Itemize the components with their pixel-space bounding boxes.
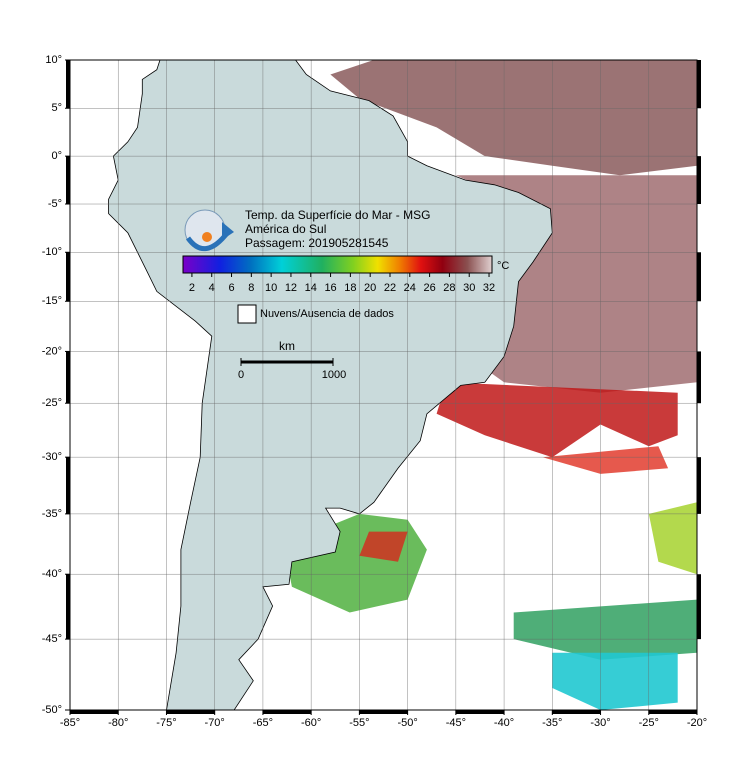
colorbar-tick-label: 8: [248, 282, 254, 294]
colorbar-tick-label: 6: [228, 282, 234, 294]
lon-tick-label: -35°: [542, 717, 562, 729]
frame-segment: [66, 457, 70, 514]
lon-tick-label: -75°: [156, 717, 176, 729]
lat-tick-label: -20°: [42, 345, 62, 357]
lat-tick-label: -50°: [42, 704, 62, 716]
scale-unit: km: [279, 339, 295, 353]
colorbar-tick-label: 18: [344, 282, 356, 294]
colorbar-ticks: 2 4 6 8 10 12 14 16 18 20 22 24 26 28 30 32: [189, 273, 495, 294]
legend-label: Nuvens/Ausencia de dados: [260, 308, 394, 320]
lat-tick-label: -45°: [42, 633, 62, 645]
scale-label: 0: [238, 369, 244, 381]
frame-segment: [697, 156, 701, 205]
colorbar-tick-label: 14: [305, 282, 317, 294]
lon-tick-label: -40°: [494, 717, 514, 729]
sst-patch: [648, 502, 697, 575]
map-area: [70, 60, 697, 710]
title-line: América do Sul: [245, 222, 326, 236]
frame-segment: [66, 351, 70, 404]
colorbar-tick-label: 24: [404, 282, 416, 294]
sst-patch: [455, 175, 697, 393]
colorbar-tick-label: 32: [483, 282, 495, 294]
frame-segment: [697, 252, 701, 302]
lon-tick-label: -25°: [639, 717, 659, 729]
scale-label: 1000: [322, 369, 346, 381]
frame-segment: [697, 351, 701, 404]
lon-tick-label: -20°: [687, 717, 707, 729]
colorbar-unit: °C: [497, 260, 509, 272]
frame-segment: [648, 710, 697, 714]
lon-tick-label: -80°: [108, 717, 128, 729]
lon-tick-label: -70°: [205, 717, 225, 729]
frame-segment: [697, 574, 701, 640]
lon-tick-label: -55°: [349, 717, 369, 729]
lon-tick-label: -50°: [397, 717, 417, 729]
lat-tick-label: 10°: [45, 54, 62, 66]
frame-border: [69, 59, 698, 711]
sst-patch: [359, 531, 408, 562]
sst-patch: [513, 599, 697, 660]
lon-tick-label: -45°: [446, 717, 466, 729]
colorbar-tick-label: 10: [265, 282, 277, 294]
lat-tick-label: -15°: [42, 295, 62, 307]
colorbar-tick-label: 20: [364, 282, 376, 294]
sst-patch: [330, 60, 697, 176]
colorbar-tick-label: 2: [189, 282, 195, 294]
lat-tick-label: 0°: [51, 150, 62, 162]
colorbar-tick-label: 16: [324, 282, 336, 294]
frame-segment: [455, 710, 505, 714]
lon-tick-label: -85°: [60, 717, 80, 729]
lon-tick-label: -60°: [301, 717, 321, 729]
frame-segment: [66, 574, 70, 640]
sst-patch: [436, 382, 678, 458]
colorbar-tick-label: 22: [384, 282, 396, 294]
frame-segment: [66, 156, 70, 205]
lat-tick-label: -5°: [48, 198, 62, 210]
colorbar-tick-label: 12: [285, 282, 297, 294]
colorbar-tick-label: 30: [463, 282, 475, 294]
frame-segment: [697, 60, 701, 109]
frame-segment: [262, 710, 312, 714]
colorbar: [182, 255, 493, 274]
lat-tick-label: -35°: [42, 508, 62, 520]
lat-tick-label: -40°: [42, 568, 62, 580]
colorbar-tick-label: 4: [209, 282, 215, 294]
title-line: Temp. da Superfície do Mar - MSG: [245, 208, 430, 222]
frame-segment: [70, 710, 119, 714]
lat-tick-label: 5°: [51, 102, 62, 114]
colorbar-tick-label: 28: [443, 282, 455, 294]
colorbar-tick-label: 26: [423, 282, 435, 294]
lat-tick-label: -30°: [42, 451, 62, 463]
logo: [184, 209, 234, 251]
lon-tick-label: -30°: [590, 717, 610, 729]
frame-segment: [697, 457, 701, 514]
frame-segment: [166, 710, 215, 714]
lat-tick-label: -25°: [42, 397, 62, 409]
frame-segment: [359, 710, 408, 714]
frame-segment: [66, 60, 70, 109]
scale-bar: [240, 358, 334, 366]
frame-segment: [552, 710, 601, 714]
title-line: Passagem: 201905281545: [245, 236, 389, 250]
lon-tick-label: -65°: [253, 717, 273, 729]
sst-patch: [542, 446, 669, 474]
frame-segment: [66, 252, 70, 302]
lat-tick-label: -10°: [42, 246, 62, 258]
sst-patch: [552, 652, 678, 710]
frame: -85° -80° -75° -70° -65° -60° -55° -50° -45° -40°…: [42, 54, 707, 729]
legend-swatch: [237, 304, 257, 324]
